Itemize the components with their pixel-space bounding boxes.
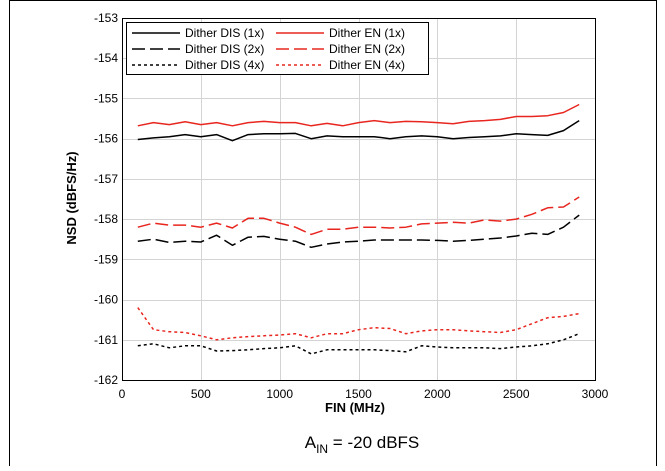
y-tick-label: -154 — [94, 51, 118, 65]
series-line-4 — [137, 196, 580, 236]
y-axis-label: NSD (dBFS/Hz) — [64, 151, 79, 244]
plot-border — [122, 18, 596, 381]
y-tick-label: -161 — [94, 333, 118, 347]
legend-label: Dither DIS (4x) — [185, 58, 264, 72]
series-line-2 — [137, 103, 580, 127]
x-tick-label: 0 — [119, 387, 126, 401]
y-tick-label: -153 — [94, 11, 118, 25]
legend-label: Dither DIS (2x) — [185, 42, 264, 56]
series-line-1 — [137, 119, 580, 142]
y-tick-label: -160 — [94, 293, 118, 307]
caption-rest: = -20 dBFS — [328, 433, 419, 452]
x-tick-label: 1500 — [345, 387, 372, 401]
legend-label: Dither EN (2x) — [329, 42, 405, 56]
caption-main: A — [305, 433, 317, 452]
y-tick-label: -162 — [94, 373, 118, 387]
x-tick-label: 2000 — [424, 387, 451, 401]
legend-label: Dither DIS (1x) — [185, 26, 264, 40]
legend-label: Dither EN (1x) — [329, 26, 405, 40]
x-axis-label: FIN (MHz) — [325, 400, 385, 415]
x-tick-label: 2500 — [503, 387, 530, 401]
y-tick-label: -155 — [94, 91, 118, 105]
series-line-3 — [137, 214, 580, 249]
y-tick-label: -159 — [94, 252, 118, 266]
x-tick-label: 500 — [191, 387, 211, 401]
legend-label: Dither EN (4x) — [329, 58, 405, 72]
caption-subscript: IN — [316, 442, 328, 456]
x-tick-label: 1000 — [266, 387, 293, 401]
y-tick-label: -157 — [94, 172, 118, 186]
series-line-5 — [137, 333, 580, 355]
y-tick-label: -158 — [94, 212, 118, 226]
x-tick-labels: 0 500 1000 1500 2000 2500 3000 — [119, 387, 609, 401]
legend: Dither DIS (1x) Dither EN (1x) Dither DIS … — [126, 22, 429, 75]
y-tick-label: -156 — [94, 132, 118, 146]
series-layer — [137, 103, 580, 355]
y-tick-labels: -153 -154 -155 -156 -157 -158 -159 -160 -161 -162 — [94, 11, 118, 387]
series-line-6 — [137, 307, 580, 341]
caption: AIN = -20 dBFS — [305, 433, 420, 456]
x-tick-label: 3000 — [582, 387, 609, 401]
